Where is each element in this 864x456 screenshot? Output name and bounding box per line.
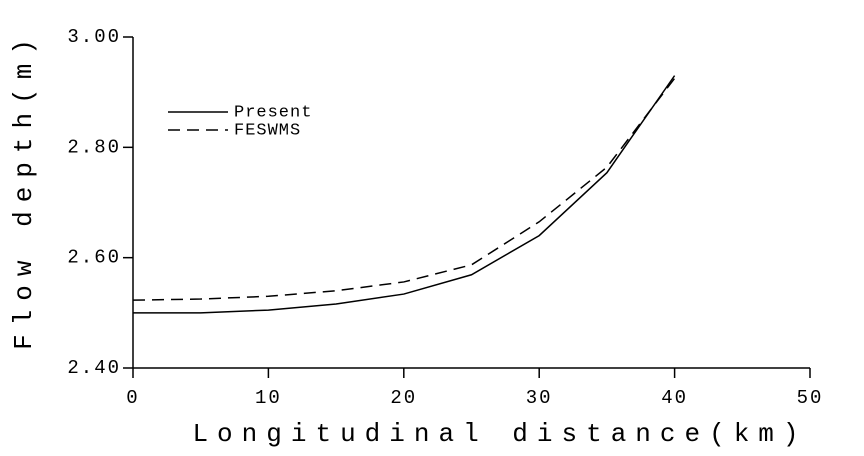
x-tick-label: 20: [390, 387, 417, 409]
y-tick-label: 2.80: [67, 136, 121, 158]
legend-label: Present: [234, 103, 312, 122]
x-tick-label: 30: [526, 387, 553, 409]
y-tick-label: 2.60: [67, 247, 121, 269]
series-line: [133, 75, 676, 314]
x-tick-label: 10: [255, 387, 282, 409]
series-line: [132, 77, 676, 301]
x-tick-label: 50: [797, 387, 824, 409]
x-axis-label: Longitudinal distance(km): [192, 419, 807, 449]
legend-label: FESWMS: [234, 121, 301, 140]
y-tick-label: 2.40: [67, 357, 121, 379]
x-tick-label: 0: [126, 387, 139, 409]
x-tick-label: 40: [661, 387, 688, 409]
y-tick-label: 3.00: [67, 26, 121, 48]
y-axis-label: Flow depth(m): [9, 30, 39, 350]
